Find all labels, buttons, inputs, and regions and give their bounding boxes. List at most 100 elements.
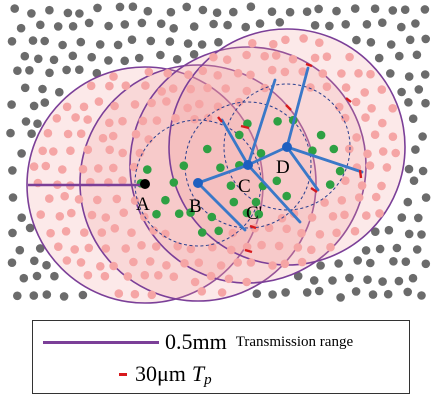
background-particle <box>418 166 428 176</box>
background-particle <box>33 119 42 128</box>
background-particle <box>403 287 413 297</box>
in-range-particle <box>87 210 97 220</box>
in-range-particle <box>36 210 45 219</box>
background-particle <box>128 2 138 11</box>
background-particle <box>386 69 395 78</box>
background-particle <box>29 101 39 111</box>
in-range-particle <box>271 51 281 60</box>
background-particle <box>267 7 277 16</box>
background-particle <box>25 223 35 233</box>
background-particle <box>78 290 88 300</box>
in-range-particle <box>363 149 372 159</box>
background-particle <box>401 257 411 267</box>
node-d <box>282 142 292 152</box>
in-range-particle <box>354 69 363 78</box>
transmission-label: Transmission range <box>235 333 354 350</box>
label-b: B <box>189 196 202 217</box>
in-range-particle <box>260 83 270 93</box>
background-particle <box>384 225 394 235</box>
in-range-particle <box>267 65 277 75</box>
background-particle <box>397 213 407 222</box>
background-particle <box>55 87 64 97</box>
background-particle <box>6 128 15 138</box>
inner-particle <box>272 176 282 186</box>
in-range-particle <box>135 148 145 158</box>
in-range-particle <box>147 290 157 300</box>
in-range-particle <box>208 242 217 252</box>
in-range-particle <box>109 163 118 173</box>
in-range-particle <box>345 144 354 154</box>
background-particle <box>7 258 17 268</box>
background-particle <box>378 18 387 28</box>
background-particle <box>75 9 84 18</box>
background-particle <box>241 22 250 32</box>
tp-symbol: T <box>191 361 205 386</box>
background-particle <box>268 290 277 299</box>
background-particle <box>375 244 385 254</box>
in-range-particle <box>377 85 387 94</box>
in-range-particle <box>62 256 72 265</box>
in-range-particle <box>234 97 244 107</box>
background-particle <box>223 20 232 30</box>
in-range-particle <box>118 116 127 126</box>
in-range-particle <box>233 258 242 267</box>
background-particle <box>189 50 199 59</box>
background-particle <box>15 245 25 255</box>
in-range-particle <box>55 212 65 221</box>
background-particle <box>316 261 325 270</box>
background-particle <box>17 149 26 158</box>
in-range-particle <box>109 261 118 271</box>
background-particle <box>95 40 105 49</box>
inner-particle <box>325 180 335 189</box>
background-particle <box>20 83 30 93</box>
label-c-prime: C' <box>246 203 262 224</box>
in-range-particle <box>341 83 351 92</box>
node-a <box>140 179 150 189</box>
background-particle <box>189 22 199 31</box>
node-b <box>193 178 203 188</box>
in-range-particle <box>213 71 222 80</box>
in-range-particle <box>162 261 171 270</box>
inner-particle <box>226 181 236 190</box>
background-particle <box>408 114 418 123</box>
in-range-particle <box>248 39 257 48</box>
background-particle <box>166 7 176 17</box>
background-particle <box>93 3 102 13</box>
background-particle <box>414 85 424 94</box>
in-range-particle <box>71 113 80 122</box>
tp-mark <box>217 116 223 123</box>
in-range-particle <box>365 161 375 170</box>
background-particle <box>336 293 345 302</box>
in-range-particle <box>371 192 381 202</box>
in-range-particle <box>354 193 364 202</box>
in-range-particle <box>190 277 200 287</box>
background-particle <box>351 287 361 296</box>
background-particle <box>209 19 218 29</box>
background-particle <box>50 271 59 281</box>
background-particle <box>8 228 17 238</box>
in-range-particle <box>127 228 136 237</box>
background-particle <box>417 230 426 239</box>
inner-particle <box>229 197 239 207</box>
in-range-particle <box>315 230 325 239</box>
background-particle <box>36 20 45 30</box>
in-range-particle <box>137 241 146 250</box>
in-range-particle <box>61 227 71 236</box>
tp-marks <box>217 62 363 254</box>
background-particle <box>115 2 125 12</box>
background-particle <box>229 7 238 17</box>
background-particle <box>59 292 69 301</box>
tp-mark <box>249 224 257 230</box>
in-range-particle <box>162 97 171 106</box>
in-range-particle <box>84 243 94 253</box>
tp-mark <box>244 248 253 254</box>
in-range-particle <box>194 258 204 268</box>
in-range-particle <box>242 277 251 287</box>
background-particle <box>214 37 223 47</box>
background-particle <box>113 40 123 50</box>
in-range-particle <box>110 224 120 233</box>
background-particle <box>127 35 137 44</box>
background-particle <box>29 291 39 300</box>
node-link <box>285 66 310 149</box>
background-particle <box>421 34 431 44</box>
